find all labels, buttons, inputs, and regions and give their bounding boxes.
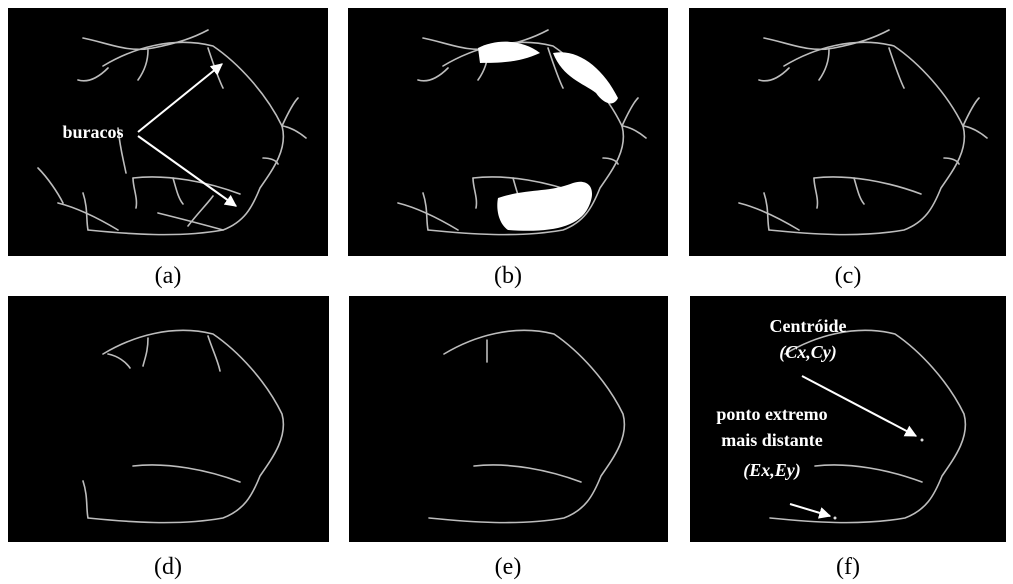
panel-label: (e) — [495, 554, 522, 580]
annotation: ponto extremo — [716, 404, 827, 424]
panel-label: (f) — [836, 554, 860, 580]
panel-d — [8, 296, 329, 542]
panel-b — [348, 8, 668, 256]
extreme-point — [834, 517, 837, 520]
page: buracos Centróide (Cx,Cy) ponto extremo … — [0, 0, 1013, 584]
panel-f: Centróide (Cx,Cy) ponto extremo mais dis… — [690, 296, 1006, 542]
panel-label: (a) — [155, 263, 182, 289]
panel-c — [689, 8, 1006, 256]
panel-label: (b) — [494, 263, 522, 289]
panel-a: buracos — [8, 8, 328, 256]
annotation: Centróide — [770, 316, 847, 336]
panel-label: (c) — [835, 263, 862, 289]
annotation: (Ex,Ey) — [743, 460, 801, 481]
panel-image — [8, 296, 329, 542]
annotation: (Cx,Cy) — [779, 342, 837, 363]
panel-image — [349, 296, 668, 542]
figure: buracos Centróide (Cx,Cy) ponto extremo … — [0, 0, 1013, 584]
annotation: buracos — [62, 122, 123, 142]
panel-label: (d) — [154, 554, 182, 580]
annotation: mais distante — [721, 430, 823, 450]
centroid-point — [921, 439, 924, 442]
panel-e — [349, 296, 668, 542]
